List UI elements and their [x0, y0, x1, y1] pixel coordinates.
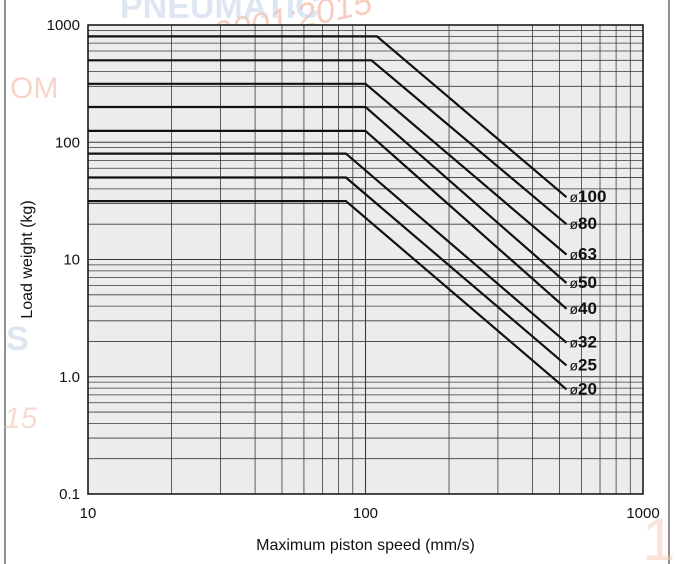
watermark-15: 15 — [4, 402, 38, 435]
series-line-63 — [88, 82, 568, 256]
series-labels: ø100 ø80 ø63 ø50 ø40 ø32 ø25 ø20 — [569, 187, 606, 398]
series-line-40 — [88, 129, 568, 310]
series-line-80 — [88, 59, 568, 226]
y-tick-label: 0.1 — [59, 486, 80, 503]
series-line-100 — [88, 35, 568, 199]
x-axis-label: Maximum piston speed (mm/s) — [256, 537, 475, 554]
tick-labels: 10 100 1000 0.1 1.0 10 100 1000 — [47, 17, 660, 522]
plot-frame — [87, 24, 644, 495]
series-label-25: ø25 — [569, 355, 596, 374]
series-label-100: ø100 — [569, 187, 606, 206]
series-label-50: ø50 — [569, 273, 596, 292]
x-tick-label: 100 — [353, 505, 378, 522]
series-label-32: ø32 — [569, 333, 596, 352]
y-tick-label: 1.0 — [59, 369, 80, 386]
y-axis-label: Load weight (kg) — [19, 200, 36, 318]
watermark-om: OM — [10, 72, 58, 105]
series-lines — [88, 35, 568, 391]
y-tick-label: 10 — [63, 252, 80, 269]
watermark-brand: PNEUMATIC — [120, 0, 320, 26]
series-label-63: ø63 — [569, 245, 596, 264]
series-label-40: ø40 — [569, 299, 596, 318]
series-line-32 — [88, 152, 568, 344]
watermark-1: 1 — [642, 506, 675, 564]
series-line-20 — [88, 200, 568, 391]
series-line-50 — [88, 105, 568, 284]
x-tick-label: 1000 — [626, 505, 659, 522]
grid — [87, 25, 643, 495]
y-tick-label: 1000 — [47, 17, 80, 34]
y-tick-label: 100 — [55, 134, 80, 151]
series-label-20: ø20 — [569, 379, 596, 398]
series-label-80: ø80 — [569, 214, 596, 233]
watermark-s: S — [6, 320, 29, 358]
series-line-25 — [88, 176, 568, 367]
x-tick-label: 10 — [80, 505, 97, 522]
